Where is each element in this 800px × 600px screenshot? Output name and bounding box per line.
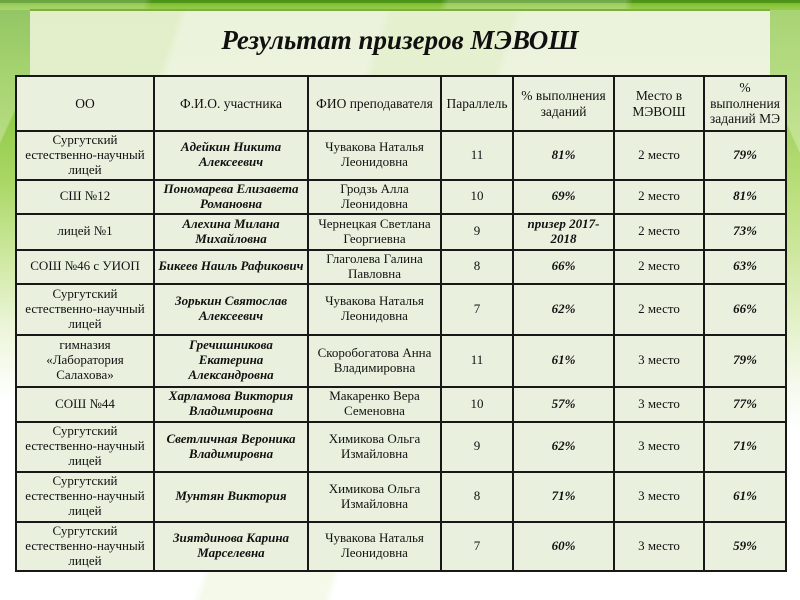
table-cell: СОШ №46 с УИОП	[15, 248, 155, 285]
table-cell: Чувакова Наталья Леонидовна	[307, 520, 442, 572]
table-cell: Химикова Ольга Измайловна	[307, 420, 442, 473]
table-cell: 8	[440, 248, 514, 285]
table-cell: Зорькин Святослав Алексеевич	[153, 282, 309, 336]
table-cell: 7	[440, 282, 514, 336]
table-cell: Сургутский естественно-научный лицей	[15, 520, 155, 572]
table-cell: 11	[440, 130, 514, 181]
table-cell: Сургутский естественно-научный лицей	[15, 282, 155, 336]
table-row: Сургутский естественно-научный лицей Адей…	[15, 130, 787, 181]
table-cell: Алехина Милана Михайловна	[153, 212, 309, 251]
column-header-oo: ОО	[15, 75, 155, 132]
table-cell: Гречишникова Екатерина Александровна	[153, 333, 309, 388]
table-cell: 77%	[703, 385, 787, 423]
table-cell: 61%	[512, 333, 615, 388]
table-cell: 66%	[703, 282, 787, 336]
table-row: Сургутский естественно-научный лицей Свет…	[15, 420, 787, 473]
table-cell: 79%	[703, 130, 787, 181]
table-cell: 60%	[512, 520, 615, 572]
table-cell: 81%	[512, 130, 615, 181]
results-table-body: Сургутский естественно-научный лицей Адей…	[15, 130, 787, 572]
table-cell: 62%	[512, 282, 615, 336]
table-cell: 2 место	[613, 282, 705, 336]
table-row: Сургутский естественно-научный лицей Зият…	[15, 520, 787, 572]
table-cell: Макаренко Вера Семеновна	[307, 385, 442, 423]
table-cell: 11	[440, 333, 514, 388]
table-cell: Светличная Вероника Владимировна	[153, 420, 309, 473]
table-cell: 59%	[703, 520, 787, 572]
table-cell: 3 место	[613, 420, 705, 473]
table-cell: СШ №12	[15, 178, 155, 215]
table-cell: 57%	[512, 385, 615, 423]
column-header-place: Место в МЭВОШ	[613, 75, 705, 132]
top-green-band	[0, 0, 800, 10]
column-header-teacher: ФИО преподавателя	[307, 75, 442, 132]
table-cell: 81%	[703, 178, 787, 215]
table-cell: 7	[440, 520, 514, 572]
table-cell: 2 место	[613, 212, 705, 251]
table-row: Сургутский естественно-научный лицей Мунт…	[15, 470, 787, 523]
table-cell: Чувакова Наталья Леонидовна	[307, 130, 442, 181]
table-cell: Мунтян Виктория	[153, 470, 309, 523]
table-cell: Скоробогатова Анна Владимировна	[307, 333, 442, 388]
table-cell: Адейкин Никита Алексеевич	[153, 130, 309, 181]
table-cell: Химикова Ольга Измайловна	[307, 470, 442, 523]
table-cell: 8	[440, 470, 514, 523]
table-cell: 2 место	[613, 130, 705, 181]
table-row: лицей №1 Алехина Милана Михайловна Чернецк…	[15, 212, 787, 251]
table-cell: 69%	[512, 178, 615, 215]
column-header-parallel: Параллель	[440, 75, 514, 132]
table-cell: лицей №1	[15, 212, 155, 251]
table-cell: Чернецкая Светлана Георгиевна	[307, 212, 442, 251]
table-cell: 62%	[512, 420, 615, 473]
table-cell: 73%	[703, 212, 787, 251]
table-cell: 79%	[703, 333, 787, 388]
table-cell: 3 место	[613, 333, 705, 388]
table-cell: 3 место	[613, 470, 705, 523]
table-cell: Бикеев Наиль Рафикович	[153, 248, 309, 285]
table-cell: 3 место	[613, 520, 705, 572]
table-cell: 63%	[703, 248, 787, 285]
table-cell: призер 2017-2018	[512, 212, 615, 251]
table-row: СОШ №44 Харламова Виктория Владимировна Ма…	[15, 385, 787, 423]
table-row: Сургутский естественно-научный лицей Зорь…	[15, 282, 787, 336]
table-cell: 2 место	[613, 248, 705, 285]
table-cell: Сургутский естественно-научный лицей	[15, 420, 155, 473]
table-cell: Чувакова Наталья Леонидовна	[307, 282, 442, 336]
table-cell: СОШ №44	[15, 385, 155, 423]
table-cell: Сургутский естественно-научный лицей	[15, 130, 155, 181]
table-cell: гимназия «Лаборатория Салахова»	[15, 333, 155, 388]
table-cell: 2 место	[613, 178, 705, 215]
table-row: гимназия «Лаборатория Салахова» Гречишник…	[15, 333, 787, 388]
results-table: ОО Ф.И.О. участника ФИО преподавателя Па…	[15, 75, 787, 572]
column-header-participant: Ф.И.О. участника	[153, 75, 309, 132]
table-cell: 71%	[512, 470, 615, 523]
table-cell: Харламова Виктория Владимировна	[153, 385, 309, 423]
table-cell: Сургутский естественно-научный лицей	[15, 470, 155, 523]
column-header-percent-me: % выполнения заданий МЭ	[703, 75, 787, 132]
slide-title: Результат призеров МЭВОШ	[221, 25, 579, 55]
table-row: СШ №12 Пономарева Елизавета Романовна Грод…	[15, 178, 787, 215]
table-cell: 10	[440, 385, 514, 423]
table-cell: Гродзь Алла Леонидовна	[307, 178, 442, 215]
table-cell: Зиятдинова Карина Марселевна	[153, 520, 309, 572]
table-cell: 66%	[512, 248, 615, 285]
column-header-percent: % выполнения заданий	[512, 75, 615, 132]
table-cell: 61%	[703, 470, 787, 523]
table-header-row: ОО Ф.И.О. участника ФИО преподавателя Па…	[15, 75, 787, 132]
table-cell: 9	[440, 212, 514, 251]
table-cell: 10	[440, 178, 514, 215]
table-row: СОШ №46 с УИОП Бикеев Наиль Рафикович Глаг…	[15, 248, 787, 285]
table-cell: Глаголева Галина Павловна	[307, 248, 442, 285]
table-cell: 9	[440, 420, 514, 473]
table-cell: Пономарева Елизавета Романовна	[153, 178, 309, 215]
table-cell: 3 место	[613, 385, 705, 423]
table-cell: 71%	[703, 420, 787, 473]
